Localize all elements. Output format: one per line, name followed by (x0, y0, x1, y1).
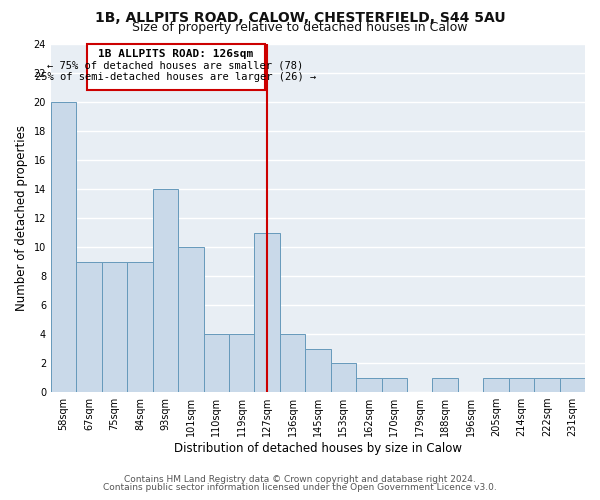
Bar (305, 348, 331, 392)
Bar (534, 378, 560, 392)
Bar (203, 334, 229, 392)
FancyBboxPatch shape (86, 44, 265, 90)
Y-axis label: Number of detached properties: Number of detached properties (15, 125, 28, 311)
Bar (254, 232, 280, 392)
Text: Contains public sector information licensed under the Open Government Licence v3: Contains public sector information licen… (103, 483, 497, 492)
Bar (433, 378, 458, 392)
Bar (483, 378, 509, 392)
Bar (356, 378, 382, 392)
Bar (229, 334, 254, 392)
Bar (152, 189, 178, 392)
Text: Contains HM Land Registry data © Crown copyright and database right 2024.: Contains HM Land Registry data © Crown c… (124, 475, 476, 484)
Text: 1B ALLPITS ROAD: 126sqm: 1B ALLPITS ROAD: 126sqm (98, 49, 253, 59)
Bar (102, 262, 127, 392)
Bar (280, 334, 305, 392)
Bar (178, 247, 203, 392)
Text: 1B, ALLPITS ROAD, CALOW, CHESTERFIELD, S44 5AU: 1B, ALLPITS ROAD, CALOW, CHESTERFIELD, S… (95, 11, 505, 25)
Text: ← 75% of detached houses are smaller (78): ← 75% of detached houses are smaller (78… (47, 60, 304, 70)
Bar (331, 363, 356, 392)
Bar (76, 262, 102, 392)
X-axis label: Distribution of detached houses by size in Calow: Distribution of detached houses by size … (174, 442, 462, 455)
Text: 25% of semi-detached houses are larger (26) →: 25% of semi-detached houses are larger (… (35, 72, 316, 83)
Bar (560, 378, 585, 392)
Bar (127, 262, 152, 392)
Bar (51, 102, 76, 392)
Text: Size of property relative to detached houses in Calow: Size of property relative to detached ho… (132, 22, 468, 35)
Bar (509, 378, 534, 392)
Bar (382, 378, 407, 392)
